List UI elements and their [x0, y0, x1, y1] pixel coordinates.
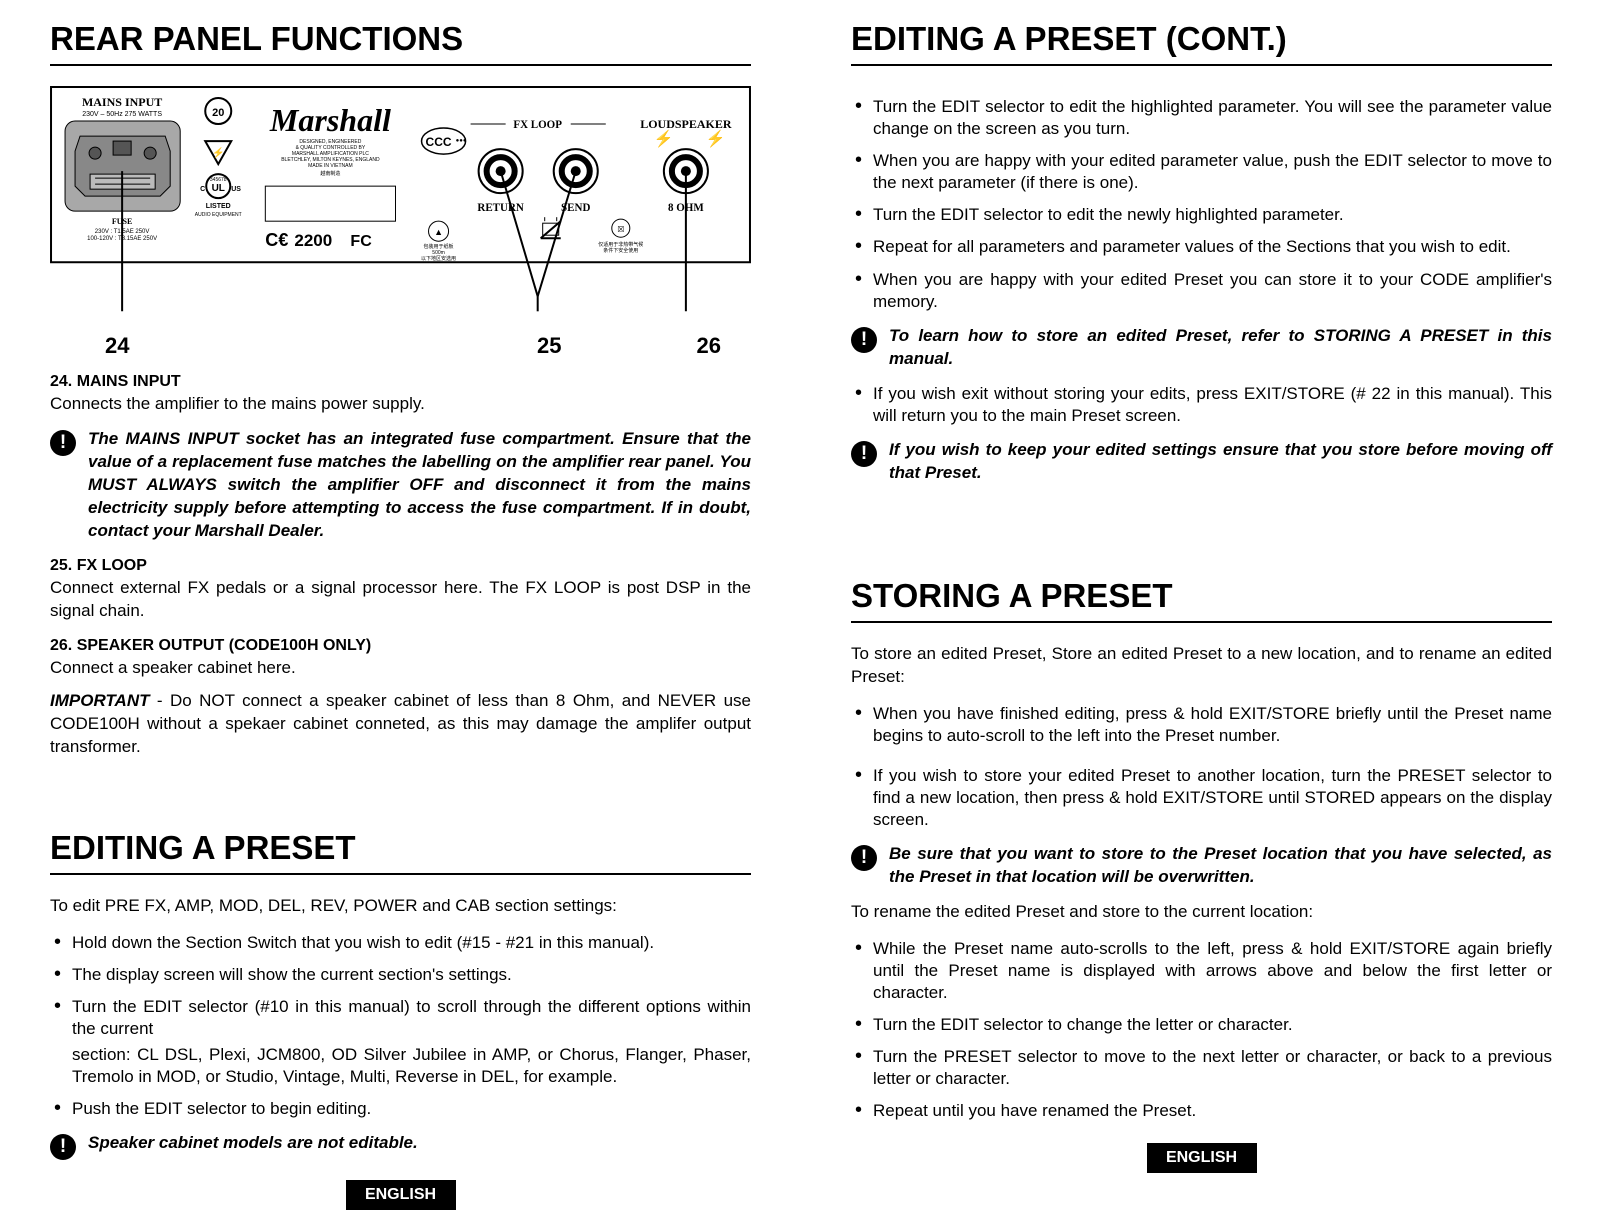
item-25-body: Connect external FX pedals or a signal p…: [50, 577, 751, 623]
svg-text:▲: ▲: [434, 227, 443, 237]
return-label: RETURN: [477, 202, 524, 214]
warning-store-ref: ! To learn how to store an edited Preset…: [851, 325, 1552, 371]
svg-text:⚡: ⚡: [654, 129, 674, 149]
language-badge: ENGLISH: [1147, 1143, 1257, 1173]
svg-text:仅适用于非热带气候: 仅适用于非热带气候: [598, 241, 643, 248]
store-intro: To store an edited Preset, Store an edit…: [851, 643, 1552, 689]
svg-text:20: 20: [212, 107, 224, 119]
list-item: When you are happy with your edited para…: [851, 150, 1552, 194]
item-26-body: Connect a speaker cabinet here.: [50, 657, 751, 680]
svg-text:UL: UL: [212, 183, 225, 194]
list-item: Hold down the Section Switch that you wi…: [50, 932, 751, 954]
list-item-text: Turn the EDIT selector (#10 in this manu…: [72, 997, 751, 1038]
warning-icon: !: [50, 1134, 76, 1160]
item-24-heading: 24. MAINS INPUT: [50, 373, 751, 391]
svg-text:AUDIO EQUIPMENT: AUDIO EQUIPMENT: [195, 212, 242, 218]
warning-icon: !: [50, 430, 76, 456]
warning-keep: ! If you wish to keep your edited settin…: [851, 439, 1552, 485]
mains-input-label: MAINS INPUT: [82, 95, 162, 109]
exit-bullet: If you wish exit without storing your ed…: [851, 383, 1552, 427]
list-item-sub: section: CL DSL, Plexi, JCM800, OD Silve…: [72, 1044, 751, 1088]
svg-text:⚡: ⚡: [706, 129, 726, 149]
warning-overwrite: ! Be sure that you want to store to the …: [851, 843, 1552, 889]
item-25-heading: 25. FX LOOP: [50, 557, 751, 575]
loudspeaker-label: LOUDSPEAKER: [640, 117, 732, 131]
svg-text:越南制造: 越南制造: [320, 170, 340, 177]
svg-text:C: C: [200, 186, 205, 193]
svg-text:条件下安全使用: 条件下安全使用: [603, 247, 638, 254]
store-bullets-1: When you have finished editing, press & …: [851, 703, 1552, 831]
warning-speaker-cab: ! Speaker cabinet models are not editabl…: [50, 1132, 751, 1160]
edit-cont-bullets: Turn the EDIT selector to edit the highl…: [851, 96, 1552, 313]
heading-rear-panel: REAR PANEL FUNCTIONS: [50, 20, 751, 66]
warning-icon: !: [851, 441, 877, 467]
ccc-icon: CCC ●●●: [422, 128, 467, 154]
edit-bullets: Hold down the Section Switch that you wi…: [50, 932, 751, 1121]
compliance-icons: ▲ 包装用于纸板 500m 以下地区安选用 ☒ 仅适用于非热带气候 条件下安全使…: [421, 217, 643, 262]
warning-speaker-cab-text: Speaker cabinet models are not editable.: [88, 1132, 418, 1155]
important-text: - Do NOT connect a speaker cabinet of le…: [50, 691, 751, 756]
callout-25: 25: [537, 333, 561, 359]
svg-text:FC: FC: [350, 232, 372, 250]
list-item: If you wish exit without storing your ed…: [851, 383, 1552, 427]
list-item: Push the EDIT selector to begin editing.: [50, 1098, 751, 1120]
list-item: The display screen will show the current…: [50, 964, 751, 986]
warning-mains-text: The MAINS INPUT socket has an integrated…: [88, 428, 751, 543]
panel-callouts: 24 25 26: [50, 333, 751, 359]
callout-26: 26: [697, 333, 721, 359]
warning-store-ref-text: To learn how to store an edited Preset, …: [889, 325, 1552, 371]
svg-text:CCC: CCC: [426, 135, 452, 149]
svg-text:US: US: [231, 186, 241, 193]
warning-overwrite-text: Be sure that you want to store to the Pr…: [889, 843, 1552, 889]
heading-editing-preset: EDITING A PRESET: [50, 829, 751, 875]
mains-spec: 230V – 50Hz 275 WATTS: [82, 111, 162, 118]
rear-panel-svg: MAINS INPUT 230V – 50Hz 275 WATTS FUSE 2…: [50, 86, 751, 326]
list-item: While the Preset name auto-scrolls to th…: [851, 938, 1552, 1004]
heading-editing-preset-cont: EDITING A PRESET (CONT.): [851, 20, 1552, 66]
svg-text:●●●: ●●●: [456, 138, 467, 144]
warning-mains: ! The MAINS INPUT socket has an integrat…: [50, 428, 751, 543]
svg-text:☒: ☒: [617, 225, 624, 234]
list-item: When you have finished editing, press & …: [851, 703, 1552, 747]
left-column: REAR PANEL FUNCTIONS MAINS INPUT 230V – …: [50, 20, 751, 1210]
rename-intro: To rename the edited Preset and store to…: [851, 901, 1552, 924]
item-26-heading: 26. SPEAKER OUTPUT (CODE100H ONLY): [50, 637, 751, 655]
list-item: Repeat for all parameters and parameter …: [851, 236, 1552, 258]
svg-text:以下地区安选用: 以下地区安选用: [421, 255, 456, 262]
list-item: Turn the EDIT selector to edit the newly…: [851, 204, 1552, 226]
list-item: Turn the EDIT selector to change the let…: [851, 1014, 1552, 1036]
warning-icon: !: [851, 845, 877, 871]
svg-text:2200: 2200: [294, 231, 332, 250]
callout-24: 24: [105, 333, 129, 359]
rear-panel-diagram: MAINS INPUT 230V – 50Hz 275 WATTS FUSE 2…: [50, 86, 751, 359]
list-item: Turn the EDIT selector to edit the highl…: [851, 96, 1552, 140]
warning-icon: !: [851, 327, 877, 353]
right-column: EDITING A PRESET (CONT.) Turn the EDIT s…: [851, 20, 1552, 1210]
svg-text:⚡: ⚡: [212, 146, 224, 159]
brand-logo: Marshall: [269, 102, 391, 138]
edit-intro: To edit PRE FX, AMP, MOD, DEL, REV, POWE…: [50, 895, 751, 918]
store-bullets-2: While the Preset name auto-scrolls to th…: [851, 938, 1552, 1123]
svg-text:345678: 345678: [210, 177, 227, 183]
language-badge: ENGLISH: [346, 1180, 456, 1210]
svg-text:C€: C€: [265, 230, 288, 250]
list-item: When you are happy with your edited Pres…: [851, 269, 1552, 313]
item-24-body: Connects the amplifier to the mains powe…: [50, 393, 751, 416]
svg-text:MADE IN VIETNAM: MADE IN VIETNAM: [308, 163, 352, 169]
warning-keep-text: If you wish to keep your edited settings…: [889, 439, 1552, 485]
list-item: Turn the EDIT selector (#10 in this manu…: [50, 996, 751, 1088]
list-item: Repeat until you have renamed the Preset…: [851, 1100, 1552, 1122]
important-prefix: IMPORTANT: [50, 691, 149, 710]
heading-storing-preset: STORING A PRESET: [851, 577, 1552, 623]
fx-loop-label: FX LOOP: [513, 119, 562, 131]
item-26-important: IMPORTANT - Do NOT connect a speaker cab…: [50, 690, 751, 759]
list-item: Turn the PRESET selector to move to the …: [851, 1046, 1552, 1090]
svg-text:包装用于纸板: 包装用于纸板: [424, 243, 454, 250]
list-item: If you wish to store your edited Preset …: [851, 765, 1552, 831]
svg-text:LISTED: LISTED: [206, 203, 231, 210]
